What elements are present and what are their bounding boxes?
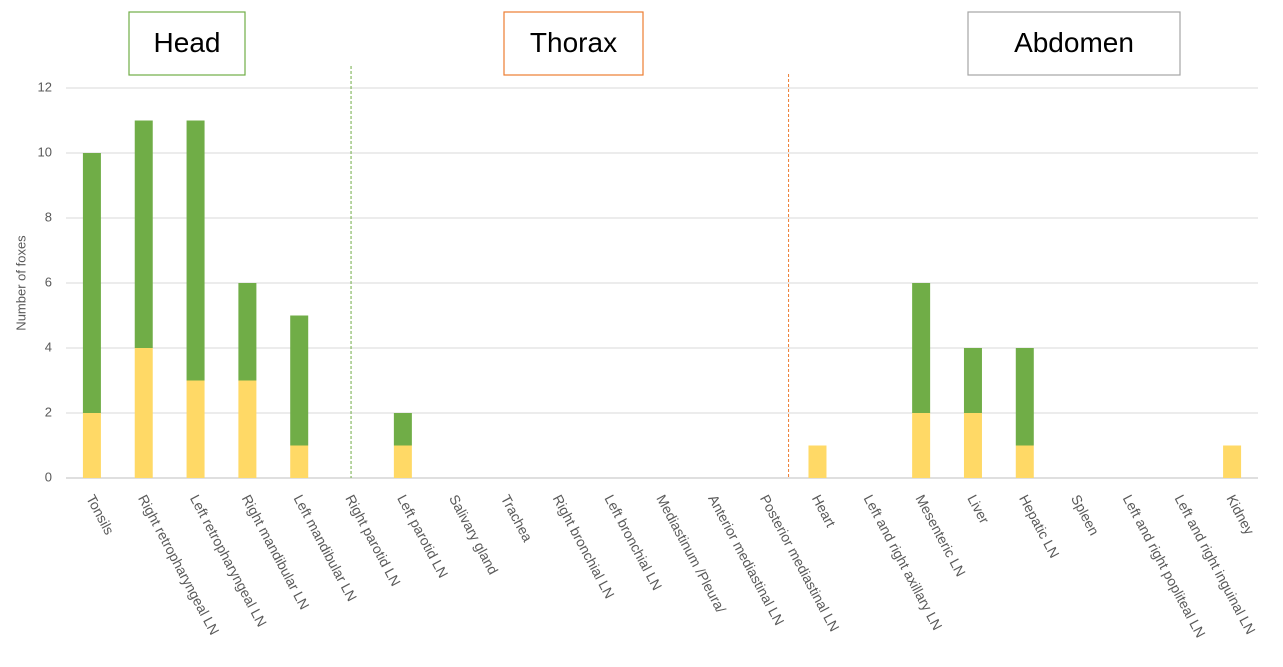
x-tick-label: Mesenteric LN xyxy=(912,492,969,579)
bar-segment xyxy=(963,348,982,413)
x-tick-label: Trachea xyxy=(498,492,536,545)
bar-segment xyxy=(186,380,205,478)
y-tick-label: 6 xyxy=(45,274,52,289)
bar-segment xyxy=(82,153,101,413)
bar-segment xyxy=(186,120,205,381)
bar-segment xyxy=(134,348,153,478)
x-tick-label: Heart xyxy=(809,492,839,530)
annotation: Head xyxy=(154,27,221,58)
x-tick-label: Right parotid LN xyxy=(342,492,404,589)
bar-segment xyxy=(82,413,101,478)
bar-segment xyxy=(963,413,982,478)
bar-segment xyxy=(238,380,257,478)
y-tick-label: 10 xyxy=(38,144,52,159)
x-tick-label: Kidney xyxy=(1223,492,1257,537)
bar-segment xyxy=(393,445,412,478)
bar-segment xyxy=(1223,445,1242,478)
y-tick-label: 12 xyxy=(38,79,52,94)
x-tick-label: Hepatic LN xyxy=(1016,492,1063,561)
annotation-box xyxy=(503,11,644,76)
bar-segment xyxy=(808,445,827,478)
annotation-box xyxy=(128,11,246,76)
y-tick-label: 2 xyxy=(45,404,52,419)
bar-segment xyxy=(393,413,412,446)
bar-segment xyxy=(238,283,257,381)
bar-segment xyxy=(290,315,309,446)
bar-segment xyxy=(912,413,931,478)
x-tick-label: Left bronchial LN xyxy=(602,492,666,593)
bar-segment xyxy=(290,445,309,478)
y-axis-label: Number of foxes xyxy=(13,235,28,331)
y-tick-label: 4 xyxy=(45,339,52,354)
x-tick-label: Salivary gland xyxy=(446,492,501,577)
y-tick-label: 0 xyxy=(45,469,52,484)
x-tick-label: Spleen xyxy=(1068,492,1103,538)
x-tick-label: Liver xyxy=(964,492,993,527)
bar-segment xyxy=(912,283,931,413)
annotation: Abdomen xyxy=(1014,27,1134,58)
x-tick-label: Tonsils xyxy=(83,492,117,537)
bar-segment xyxy=(134,120,153,348)
bar-segment xyxy=(1015,445,1034,478)
annotation: Thorax xyxy=(530,27,617,58)
annotation-box xyxy=(967,11,1181,76)
bar-segment xyxy=(1015,348,1034,446)
x-tick-label: Left parotid LN xyxy=(394,492,451,581)
y-tick-label: 8 xyxy=(45,209,52,224)
